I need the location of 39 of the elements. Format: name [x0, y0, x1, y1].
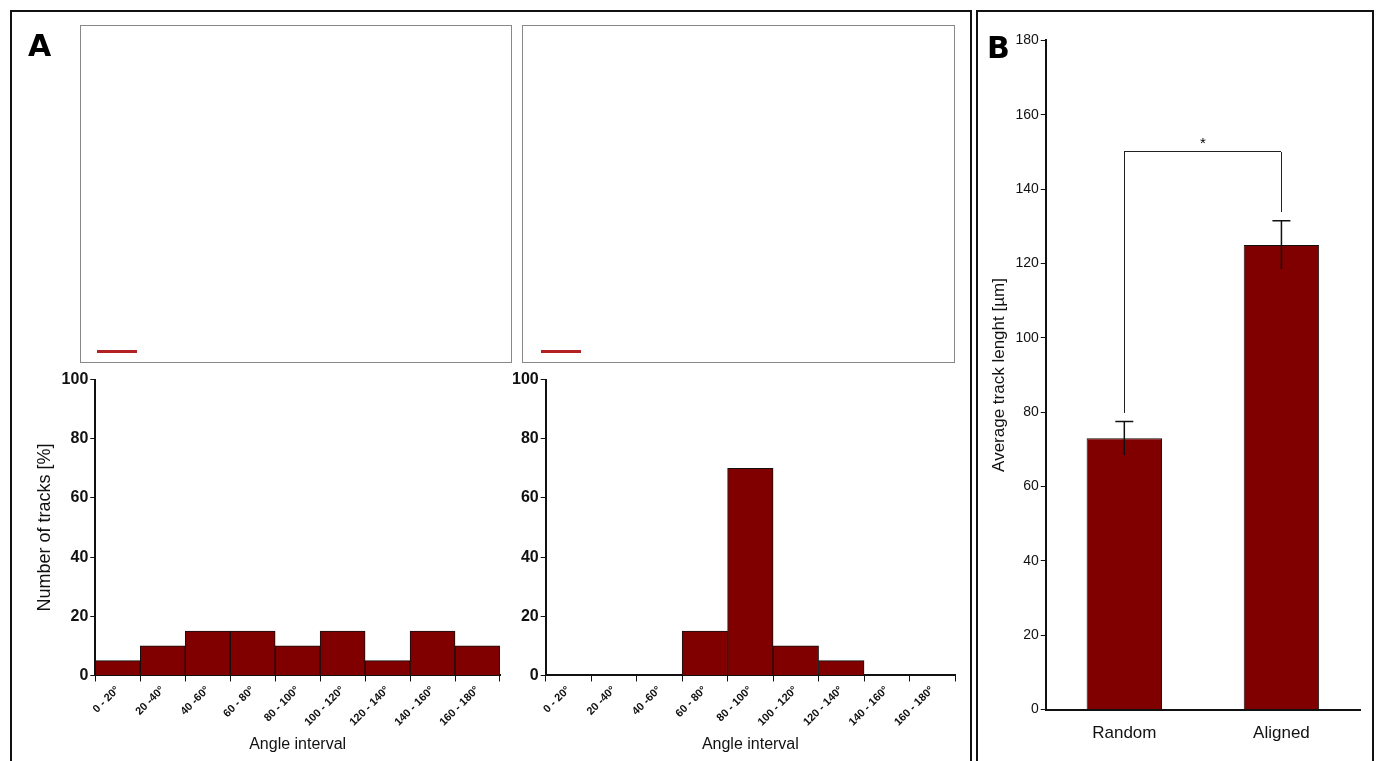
x-tick-label: 40 -60°	[629, 683, 663, 717]
x-axis-title: Angle interval	[701, 734, 799, 752]
y-tick-label: 60	[520, 488, 539, 506]
text: A	[28, 28, 52, 63]
y-tick-label: 60	[1023, 477, 1039, 494]
x-tick-label: 20 -40°	[583, 683, 618, 717]
x-tick-label: 60 - 80°	[672, 683, 709, 720]
y-axis-title: Average track lenght [µm]	[988, 278, 1008, 472]
y-tick-label: 180	[1015, 31, 1039, 48]
y-tick-label: 160	[1015, 105, 1039, 122]
y-axis-title: Number of tracks [%]	[33, 443, 54, 612]
y-tick-label: 20	[520, 606, 539, 624]
y-tick-label: 80	[520, 429, 539, 447]
y-tick-label: 0	[529, 665, 539, 683]
x-tick-label: 20 -40°	[132, 683, 167, 717]
x-axis-title: Angle interval	[249, 734, 347, 752]
y-tick-label: 0	[79, 665, 89, 683]
y-tick-label: 40	[70, 547, 89, 565]
y-tick-label: 140	[1015, 179, 1039, 196]
y-tick-label: 0	[1030, 700, 1039, 717]
x-tick-label: Random	[1092, 723, 1157, 743]
y-tick-label: 100	[61, 370, 89, 388]
y-tick-label: 20	[1023, 626, 1039, 643]
y-tick-label: 40	[1023, 551, 1039, 568]
y-tick-label: 100	[511, 370, 539, 388]
text: B	[987, 30, 1010, 65]
y-tick-label: 80	[1023, 403, 1039, 420]
x-tick-label: 40 -60°	[177, 683, 212, 717]
y-tick-label: 80	[70, 429, 89, 447]
x-tick-label: 0 - 20°	[89, 683, 122, 715]
annotation: *	[1199, 133, 1206, 151]
x-tick-label: Aligned	[1253, 723, 1310, 743]
x-tick-label: 0 - 20°	[540, 683, 572, 715]
y-tick-label: 40	[520, 547, 539, 565]
y-tick-label: 60	[70, 488, 89, 506]
x-tick-label: 60 - 80°	[220, 683, 257, 720]
y-tick-label: 20	[70, 606, 89, 624]
y-tick-label: 100	[1015, 328, 1039, 345]
y-tick-label: 120	[1015, 254, 1039, 271]
